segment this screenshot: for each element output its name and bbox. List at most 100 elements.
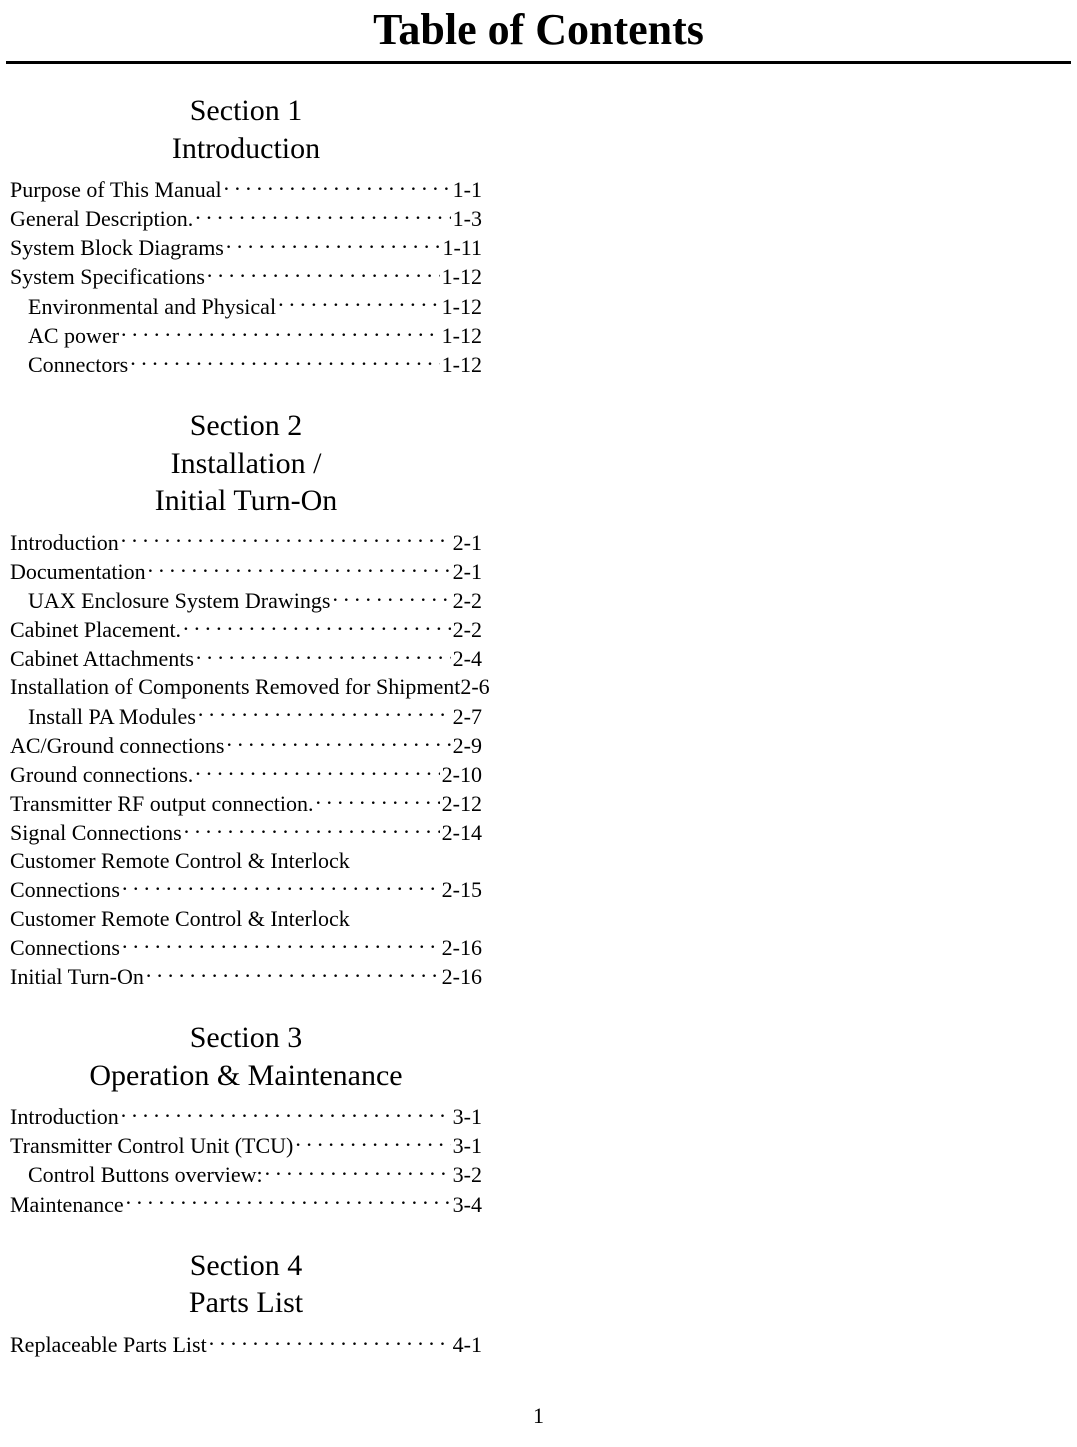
toc-entry-page: 1-3 [453, 205, 482, 233]
toc-entry-label: Introduction [10, 529, 119, 557]
toc-entry-page: 2-2 [453, 616, 482, 644]
toc-entry-label: Ground connections. [10, 761, 193, 789]
toc-entry-page: 1-1 [453, 176, 482, 204]
toc-leader [126, 1190, 451, 1212]
title-rule [6, 61, 1071, 64]
toc-entry-label: Signal Connections [10, 819, 182, 847]
toc-entry-label: AC/Ground connections [10, 732, 224, 760]
toc-entry: Customer Remote Control & InterlockConne… [10, 905, 482, 962]
toc-leader [184, 818, 440, 840]
toc-entry-page: 1-12 [442, 322, 482, 350]
toc-entry-label: General Description. [10, 205, 193, 233]
section-block: Section 1Introduction Purpose of This Man… [10, 92, 482, 379]
toc-entry: Documentation2-1 [10, 557, 482, 586]
section-title: Operation & Maintenance [10, 1057, 482, 1095]
toc-entry: Environmental and Physical1-12 [10, 292, 482, 321]
toc-entry: System Block Diagrams 1-11 [10, 233, 482, 262]
toc-leader [316, 789, 440, 811]
toc-entry-page: 2-6 [460, 673, 489, 701]
section-block: Section 4Parts ListReplaceable Parts Lis… [10, 1247, 482, 1359]
toc-entry-label: Cabinet Attachments [10, 645, 194, 673]
toc-entry-label: Transmitter RF output connection. [10, 790, 314, 818]
page-number: 1 [0, 1403, 1077, 1429]
toc-leader [207, 262, 440, 284]
section-label: Section 3 [10, 1019, 482, 1057]
toc-entries: Replaceable Parts List4-1 [10, 1330, 482, 1359]
toc-entry: Connectors 1-12 [10, 350, 482, 379]
toc-entry-page: 1-12 [442, 263, 482, 291]
toc-entry-label: Connections [10, 876, 120, 904]
toc-entry-page: 2-9 [453, 732, 482, 760]
toc-entry-page: 2-16 [442, 934, 482, 962]
toc-leader [278, 292, 440, 314]
toc-entries: Introduction 2-1Documentation2-1UAX Enclo… [10, 528, 482, 992]
toc-entry-page: 3-1 [453, 1132, 482, 1160]
toc-column: Section 1IntroductionPurpose of This Man… [10, 92, 482, 1359]
toc-leader [121, 528, 451, 550]
toc-entry-page: 2-10 [442, 761, 482, 789]
toc-entry: Introduction 3-1 [10, 1102, 482, 1131]
toc-entry-page: 3-1 [453, 1103, 482, 1131]
toc-entry-label: Connectors [10, 351, 128, 379]
toc-entry: Transmitter RF output connection.2-12 [10, 789, 482, 818]
toc-entry-line2: Connections 2-16 [10, 933, 482, 962]
toc-entry: Signal Connections 2-14 [10, 818, 482, 847]
section-label: Section 1 [10, 92, 482, 130]
page: Table of Contents Section 1IntroductionP… [0, 4, 1077, 1447]
toc-leader [195, 760, 439, 782]
toc-entry-label: System Specifications [10, 263, 205, 291]
toc-entry-label: Introduction [10, 1103, 119, 1131]
toc-entry-page: 2-14 [442, 819, 482, 847]
toc-entry: Transmitter Control Unit (TCU) 3-1 [10, 1131, 482, 1160]
toc-leader [130, 350, 439, 372]
toc-leader [122, 875, 440, 897]
toc-entry-page: 1-11 [442, 234, 482, 262]
section-block: Section 3Operation & Maintenance Introduc… [10, 1019, 482, 1219]
toc-entry-label: AC power [10, 322, 119, 350]
toc-entry-page: 2-7 [453, 703, 482, 731]
toc-entry: Installation of Components Removed for S… [10, 673, 482, 701]
toc-entry: System Specifications 1-12 [10, 262, 482, 291]
toc-entry: Customer Remote Control & InterlockConne… [10, 847, 482, 904]
toc-entry-label: Install PA Modules [10, 703, 196, 731]
toc-entry-page: 2-4 [453, 645, 482, 673]
toc-entry-label: Maintenance [10, 1191, 124, 1219]
toc-entry: AC power 1-12 [10, 321, 482, 350]
toc-leader [224, 175, 451, 197]
section-title: Introduction [10, 130, 482, 168]
toc-entry-label: Cabinet Placement. [10, 616, 181, 644]
toc-entry-label: Purpose of This Manual [10, 176, 222, 204]
toc-leader [121, 321, 440, 343]
toc-entry-page: 1-12 [442, 351, 482, 379]
toc-entry-page: 2-15 [442, 876, 482, 904]
toc-leader [148, 557, 451, 579]
toc-entry-page: 2-2 [453, 587, 482, 615]
toc-entry-label: UAX Enclosure System Drawings [10, 587, 330, 615]
toc-entry-page: 1-12 [442, 293, 482, 321]
toc-entry-label: Connections [10, 934, 120, 962]
toc-entry: Cabinet Placement. 2-2 [10, 615, 482, 644]
toc-entry-label: Initial Turn-On [10, 963, 144, 991]
toc-entry-label: System Block Diagrams [10, 234, 224, 262]
toc-entry: Cabinet Attachments 2-4 [10, 644, 482, 673]
toc-entry-page: 3-2 [453, 1161, 482, 1189]
toc-entry-label: Documentation [10, 558, 146, 586]
toc-entry: Maintenance 3-4 [10, 1190, 482, 1219]
toc-entry-label: Installation of Components Removed for S… [10, 673, 460, 701]
toc-entry-page: 3-4 [453, 1191, 482, 1219]
section-title: Parts List [10, 1284, 482, 1322]
toc-leader [198, 702, 451, 724]
toc-entry: Introduction 2-1 [10, 528, 482, 557]
toc-leader [265, 1160, 451, 1182]
toc-leader [196, 644, 451, 666]
page-title: Table of Contents [6, 4, 1071, 55]
toc-entry: Control Buttons overview:3-2 [10, 1160, 482, 1189]
toc-entry-label: Transmitter Control Unit (TCU) [10, 1132, 293, 1160]
toc-entry: AC/Ground connections 2-9 [10, 731, 482, 760]
toc-entry: Ground connections. 2-10 [10, 760, 482, 789]
toc-leader [121, 1102, 451, 1124]
toc-entry-page: 2-1 [453, 529, 482, 557]
toc-leader [226, 731, 450, 753]
toc-leader [226, 233, 441, 255]
toc-leader [332, 586, 450, 608]
